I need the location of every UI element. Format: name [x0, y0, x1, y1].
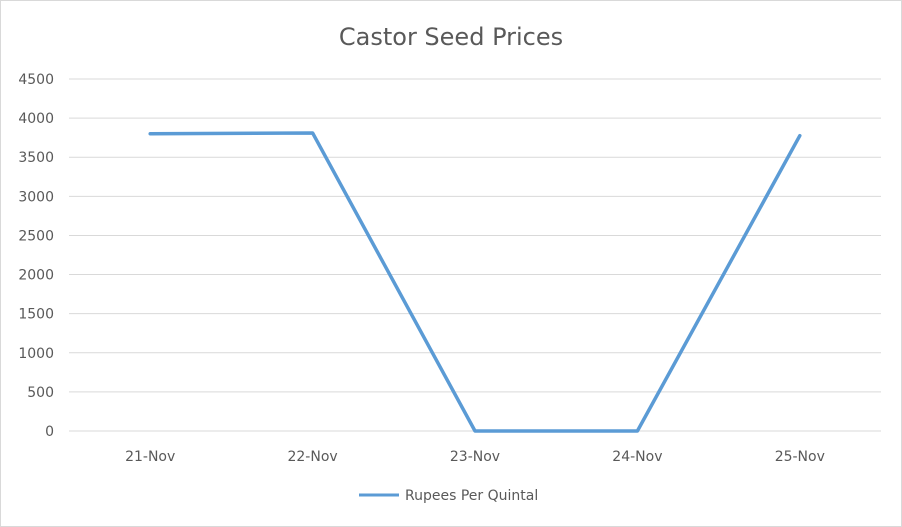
chart-title: Castor Seed Prices	[339, 23, 563, 51]
gridlines	[69, 78, 881, 432]
series-line	[148, 131, 802, 433]
series-lines	[148, 131, 802, 433]
y-tick-label: 3000	[18, 189, 54, 205]
x-tick-label: 24-Nov	[612, 449, 662, 465]
y-tick-label: 1500	[18, 307, 54, 323]
y-tick-label: 2000	[18, 268, 54, 284]
x-axis-ticks: 21-Nov 22-Nov 23-Nov 24-Nov 25-Nov	[125, 449, 825, 465]
legend-label: Rupees Per Quintal	[405, 488, 538, 504]
y-tick-label: 500	[27, 385, 54, 401]
y-tick-label: 4000	[18, 111, 54, 127]
y-tick-label: 4500	[18, 72, 54, 88]
legend: Rupees Per Quintal	[359, 488, 538, 504]
y-tick-label: 2500	[18, 228, 54, 244]
y-tick-label: 0	[45, 424, 54, 440]
x-tick-label: 22-Nov	[287, 449, 337, 465]
x-tick-label: 23-Nov	[450, 449, 500, 465]
x-tick-label: 21-Nov	[125, 449, 175, 465]
y-tick-label: 3500	[18, 150, 54, 166]
x-tick-label: 25-Nov	[775, 449, 825, 465]
y-tick-label: 1000	[18, 346, 54, 362]
y-axis-ticks: 0 500 1000 1500 2000 2500 3000 3500 4000 4500	[18, 72, 54, 440]
